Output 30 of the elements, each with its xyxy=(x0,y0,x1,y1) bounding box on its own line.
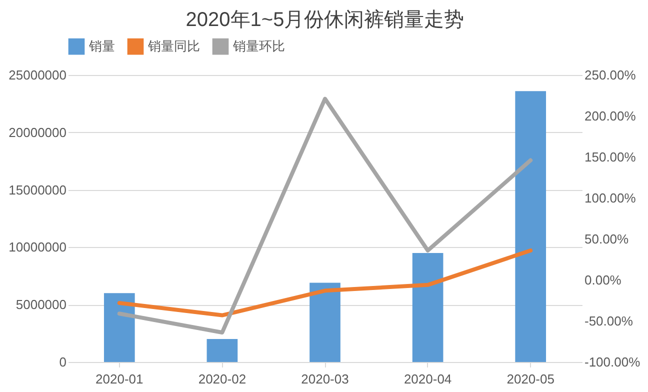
x-tick-label: 2020-05 xyxy=(506,372,554,386)
y2-tick-label: -100.00% xyxy=(584,354,641,370)
y2-tick-label: 50.00% xyxy=(584,232,630,246)
line-series xyxy=(117,248,533,318)
chart-title: 2020年1~5月份休闲裤销量走势 xyxy=(186,9,464,31)
y-tick-label: 10000000 xyxy=(8,240,66,255)
y2-tick-label: 150.00% xyxy=(584,150,636,164)
y-tick-label: 5000000 xyxy=(16,297,66,312)
legend-label: 销量同比 xyxy=(147,38,200,54)
x-tick-label: 2020-03 xyxy=(301,372,349,386)
bar xyxy=(206,339,238,362)
legend-label: 销量环比 xyxy=(232,38,285,54)
y2-tick-label: -50.00% xyxy=(584,314,634,328)
bar xyxy=(104,293,135,362)
y-tick-label: 0 xyxy=(59,354,66,370)
y-tick-label: 25000000 xyxy=(8,68,66,82)
x-tick-label: 2020-04 xyxy=(404,372,452,386)
bar xyxy=(310,282,340,362)
line-series xyxy=(117,96,533,334)
y2-tick-label: 0.00% xyxy=(584,272,622,288)
y2-tick-label: 100.00% xyxy=(584,190,636,206)
bar xyxy=(515,91,546,362)
x-tick-label: 2020-02 xyxy=(198,372,246,386)
x-tick-label: 2020-01 xyxy=(96,372,144,386)
y2-tick-label: 250.00% xyxy=(584,68,636,82)
y2-tick-label: 200.00% xyxy=(584,108,636,124)
legend-label: 销量 xyxy=(88,38,115,54)
y-tick-label: 20000000 xyxy=(8,124,66,140)
bar xyxy=(412,252,444,362)
y-tick-label: 15000000 xyxy=(8,182,66,198)
